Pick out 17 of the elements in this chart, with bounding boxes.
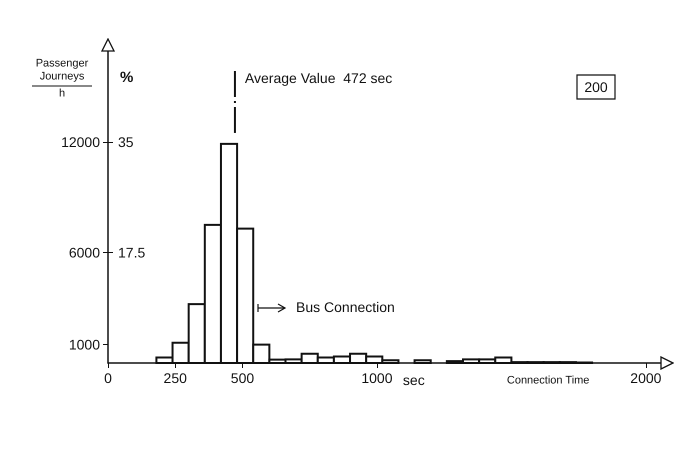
- x-tick-label: 1000: [361, 370, 393, 386]
- y2-axis-title: %: [120, 69, 134, 86]
- x-tick-label: 2000: [630, 370, 662, 386]
- x-axis-title: Connection Time: [506, 374, 590, 386]
- y-tick-label: 12000: [61, 134, 100, 150]
- y2-tick-label: 35: [118, 134, 134, 150]
- y2-tick-label: 17.5: [118, 244, 146, 261]
- annotation: 200: [584, 79, 608, 95]
- text: sec: [402, 372, 425, 388]
- x-tick-label: 500: [230, 370, 254, 386]
- x-tick-label: 250: [164, 370, 188, 386]
- annotation: Bus Connection: [296, 299, 395, 315]
- ref-line-label: Average Value 472 sec: [244, 70, 392, 86]
- y-tick-label: 6000: [68, 244, 100, 261]
- y-axis-title: Passenger Journeys h: [36, 58, 89, 100]
- x-tick-label: 0: [104, 370, 112, 386]
- y-tick-label: 1000: [68, 336, 100, 353]
